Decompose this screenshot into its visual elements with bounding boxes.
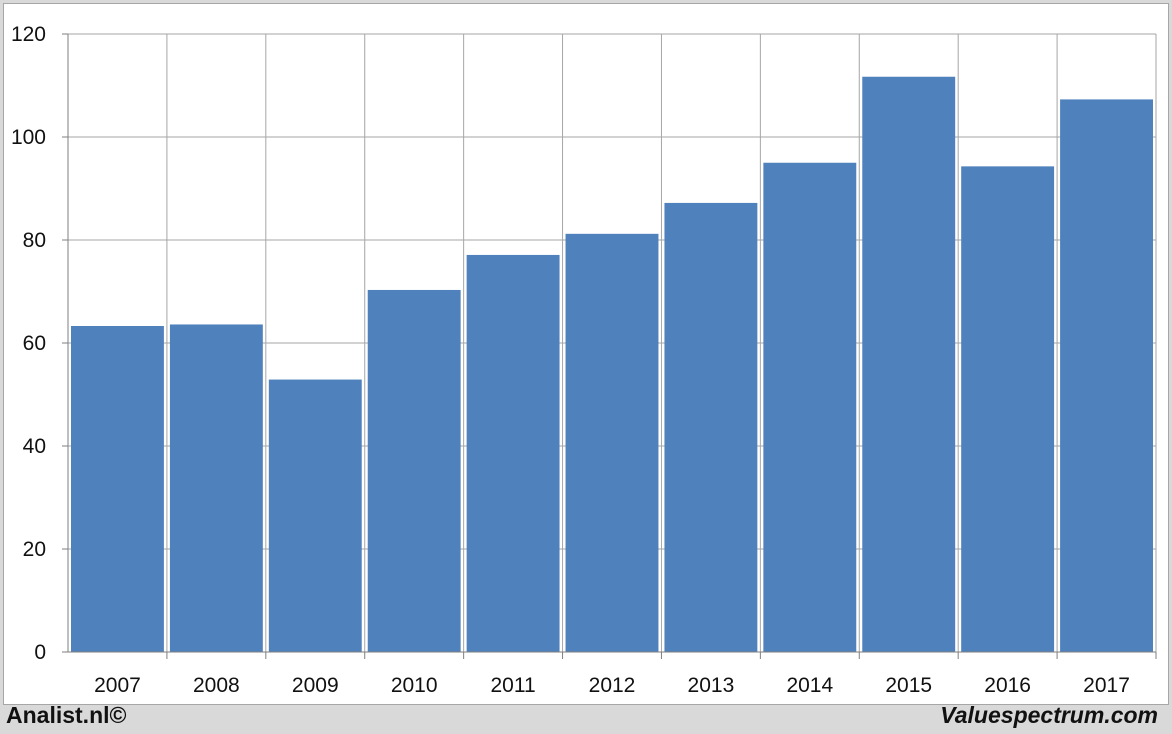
tick-labels: 0 20 40 60 80 100 120 2007 2008 2009 2010 2011 2012 2… (11, 23, 1130, 697)
bar-2011 (466, 254, 560, 652)
x-tick-label: 2017 (1083, 674, 1130, 697)
bar-2015 (862, 76, 956, 653)
bar-2010 (367, 289, 461, 652)
footer-credit-left: Analist.nl© (6, 702, 127, 728)
bar-2008 (169, 324, 263, 652)
bar-2017 (1060, 99, 1153, 652)
y-tick-label: 80 (23, 229, 46, 252)
x-tick-label: 2007 (94, 674, 141, 697)
bars (71, 76, 1153, 653)
x-tick-label: 2010 (391, 674, 438, 697)
y-tick-label: 40 (23, 435, 46, 458)
x-tick-label: 2013 (688, 674, 735, 697)
bar-2007 (71, 326, 164, 652)
x-tick-label: 2014 (786, 674, 833, 697)
bar-2014 (763, 162, 857, 652)
bar-2016 (961, 166, 1055, 653)
x-tick-label: 2012 (589, 674, 636, 697)
x-tick-label: 2008 (193, 674, 240, 697)
y-tick-label: 120 (11, 23, 46, 46)
bar-2013 (664, 202, 758, 653)
x-tick-label: 2016 (984, 674, 1031, 697)
bar-chart: 0 20 40 60 80 100 120 2007 2008 2009 2010 2011 2012 2… (11, 23, 1157, 697)
axes (62, 33, 1157, 659)
y-tick-label: 100 (11, 126, 46, 149)
y-tick-label: 0 (34, 641, 46, 664)
footer-credit-right: Valuespectrum.com (940, 702, 1158, 728)
x-tick-label: 2015 (885, 674, 932, 697)
x-tick-label: 2011 (491, 674, 536, 697)
x-tick-label: 2009 (292, 674, 339, 697)
y-tick-label: 60 (23, 332, 46, 355)
y-tick-label: 20 (23, 538, 46, 561)
bar-2012 (565, 233, 659, 652)
bar-2009 (268, 379, 362, 652)
